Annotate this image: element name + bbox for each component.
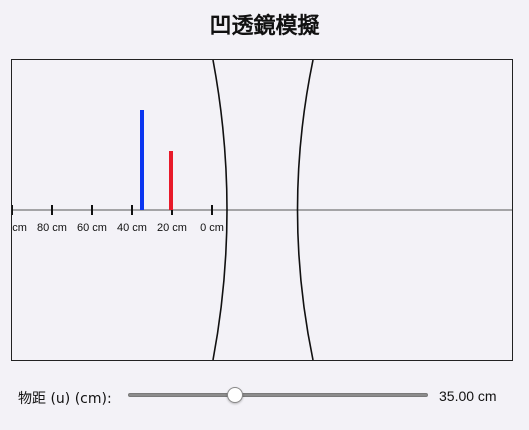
object-distance-value: 35.00 cm	[439, 388, 497, 404]
axis-tick-label: 80 cm	[37, 222, 67, 234]
axis-tick-label: 0 cm	[200, 222, 224, 234]
axis-tick-label: 60 cm	[77, 222, 107, 234]
object-distance-slider[interactable]	[128, 387, 428, 403]
simulation-canvas: 00 cm 80 cm 60 cm 40 cm 20 cm 0 cm	[11, 59, 513, 361]
lens-right-surface	[296, 60, 314, 360]
axis-tick-label: 00 cm	[12, 222, 27, 234]
object-distance-label: 物距 (u) (cm):	[18, 391, 112, 407]
lens-left-surface	[212, 60, 228, 360]
object-distance-control: 物距 (u) (cm): 35.00 cm	[18, 380, 518, 412]
axis-tick-label: 20 cm	[157, 222, 187, 234]
slider-thumb[interactable]	[226, 387, 243, 403]
lens-diagram: 00 cm 80 cm 60 cm 40 cm 20 cm 0 cm	[12, 60, 512, 360]
page-title: 凹透鏡模擬	[209, 14, 320, 39]
axis-ticks: 00 cm 80 cm 60 cm 40 cm 20 cm 0 cm	[12, 205, 224, 234]
axis-tick-label: 40 cm	[117, 222, 147, 234]
